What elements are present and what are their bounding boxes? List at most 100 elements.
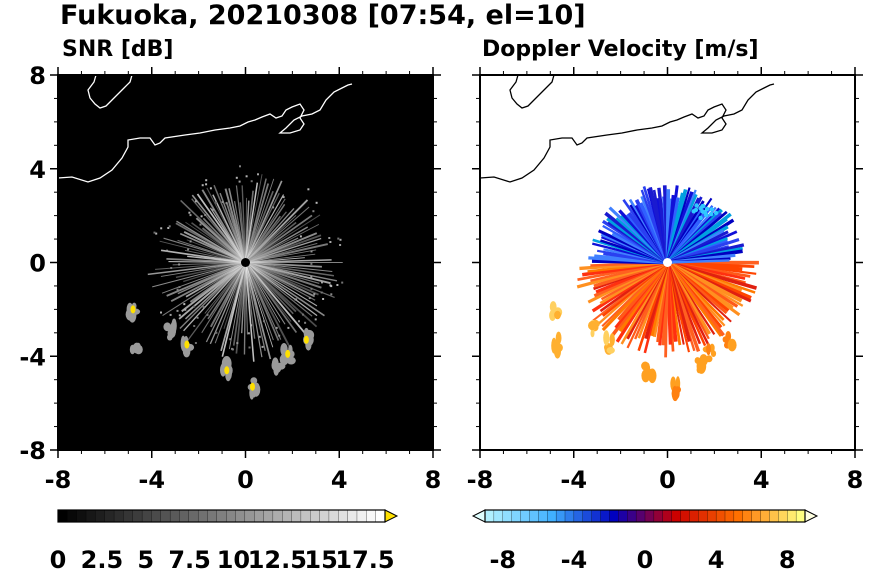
y-tick-label: -8 [19,437,46,465]
x-tick-label: 8 [425,466,442,494]
snr-speckle [314,318,317,321]
x-tick-label: -4 [138,466,165,494]
doppler-colorbar-frame [484,509,806,523]
snr-speckle [215,331,218,334]
snr-speckle [160,311,162,314]
doppler-colorbar-label: -4 [561,546,588,570]
snr-echo-cell [129,344,136,355]
snr-echo-peak [285,349,291,358]
snr-speckle [199,223,202,226]
snr-speckle [176,309,179,312]
doppler-echo-cell [606,347,615,354]
doppler-echo-cell [551,337,557,354]
snr-speckle [229,338,232,341]
snr-speckle [329,241,332,243]
snr-speckle [193,325,196,327]
doppler-cell [701,203,706,209]
doppler-cell [693,207,699,213]
snr-speckle [193,305,196,308]
snr-rays [147,165,344,362]
snr-speckle [250,180,253,183]
doppler-colorbar-cell [582,509,593,523]
snr-speckle [176,288,179,291]
y-tick-label: 0 [29,250,46,278]
snr-colorbar-cell [347,509,358,523]
doppler-colorbar-cell [671,509,682,523]
snr-speckle [189,240,192,243]
doppler-colorbar-cell [609,509,619,523]
snr-speckle [235,176,238,179]
doppler-colorbar-cell [707,509,717,523]
snr-speckle [304,321,307,324]
snr-colorbar-cell [188,509,199,523]
snr-speckle [313,293,316,295]
snr-colorbar-cell [197,509,209,523]
snr-echo-peak [250,382,255,391]
snr-colorbar-cell [207,509,218,523]
snr-echo-cell [271,357,279,372]
snr-colorbar-cell [272,509,283,523]
snr-echo-cell [286,356,296,365]
snr-speckle [205,183,208,186]
radar-site-marker-left [241,258,250,267]
snr-speckle [187,248,190,251]
doppler-echo-cell [727,338,737,352]
doppler-colorbar-cell [573,509,584,523]
snr-colorbar-cell [375,509,386,523]
doppler-ray [667,259,730,264]
snr-colorbar-cell [160,509,171,523]
snr-speckle [153,231,156,234]
snr-colorbar-label: 5 [137,546,154,570]
snr-speckle [328,237,331,239]
snr-speckle [322,298,325,300]
doppler-colorbar-extend-min [471,509,486,523]
x-tick-label: 8 [847,466,864,494]
doppler-cell [704,206,710,212]
doppler-echo-cell [590,329,595,338]
doppler-colorbar-cell [493,509,504,523]
snr-speckle [257,173,259,176]
doppler-panel-title: Doppler Velocity [m/s] [482,37,759,62]
snr-colorbar-cell [113,509,124,523]
doppler-colorbar-cell [787,509,797,523]
doppler-echo-cell [646,368,653,381]
snr-colorbar-cell [216,509,227,523]
snr-speckle [321,281,323,284]
doppler-echo-cell [555,331,562,345]
snr-speckle [221,201,224,203]
doppler-colorbar-cell [627,509,637,523]
snr-speckle [238,180,241,183]
snr-colorbar-cell [85,509,96,523]
doppler-colorbar-cell [511,509,522,523]
x-tick-label: 0 [659,466,676,494]
doppler-echo-cell [588,320,598,331]
snr-colorbar-label: 2.5 [81,546,124,570]
snr-colorbar-cell [179,509,190,523]
snr-speckle [215,201,218,204]
x-tick-label: -8 [467,466,494,494]
snr-speckle [201,184,204,187]
snr-speckle [170,267,173,269]
doppler-colorbar-cell [662,509,673,523]
doppler-cell [694,203,699,208]
snr-speckle [299,235,302,238]
snr-speckle [339,238,342,241]
snr-speckle [310,250,313,253]
x-tick-label: 4 [753,466,770,494]
doppler-colorbar-extend-max [804,509,819,523]
snr-speckle [263,320,266,323]
snr-speckle [184,308,187,311]
doppler-colorbar-cell [564,509,575,523]
snr-colorbar-cell [310,509,321,523]
snr-speckle [183,303,186,306]
snr-speckle [315,201,318,204]
snr-colorbar-cell [356,509,367,523]
snr-echo-cell [250,377,258,385]
doppler-colorbar-cell [529,509,539,523]
snr-speckle [178,263,181,266]
doppler-colorbar-cell [751,509,762,523]
doppler-colorbar-cell [680,509,690,523]
x-tick-label: -4 [560,466,587,494]
doppler-colorbar-cell [724,509,735,523]
doppler-colorbar-cell [689,509,699,523]
